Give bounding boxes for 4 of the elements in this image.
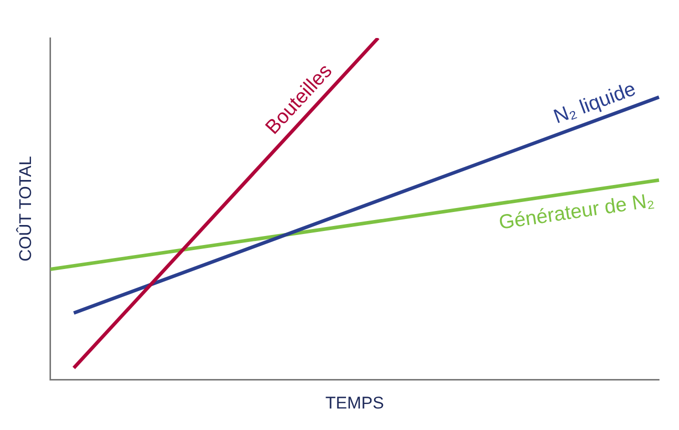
text: Générateur de N₂ [498,190,656,234]
text: N₂ liquide [550,78,639,128]
x-axis-title: TEMPS [325,393,384,412]
y-axis-title: COÛT TOTAL [16,156,35,262]
